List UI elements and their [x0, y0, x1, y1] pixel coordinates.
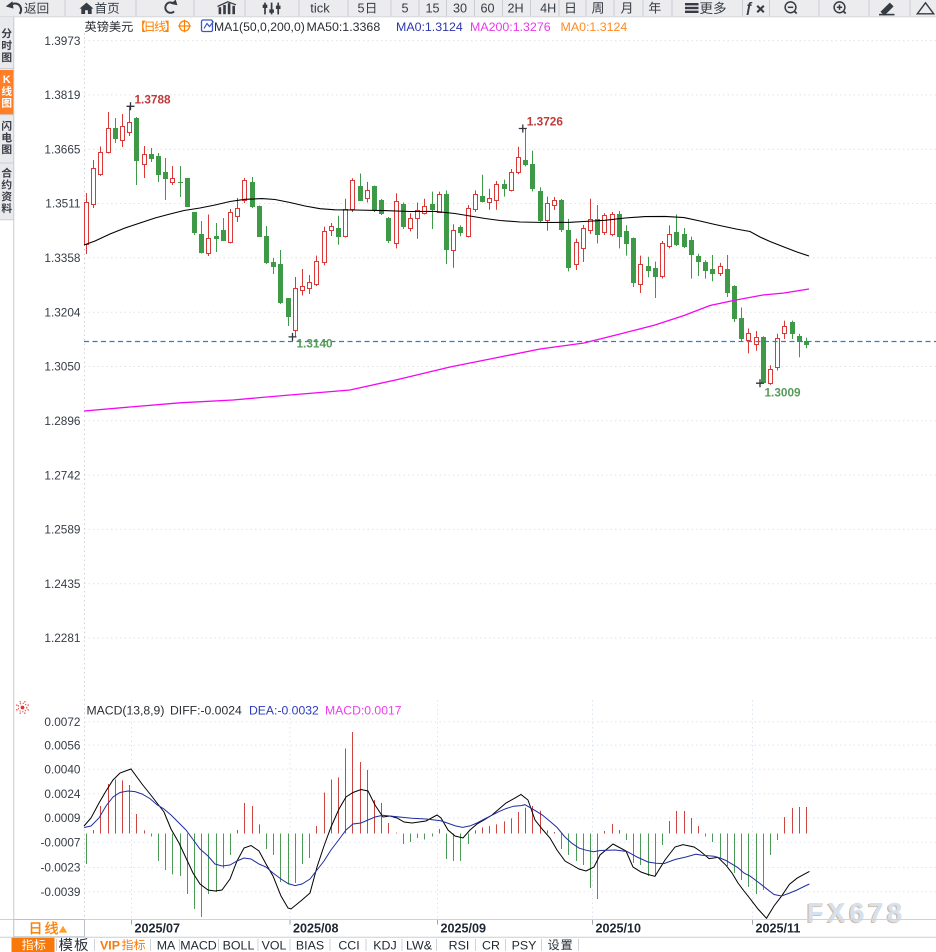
svg-text:2025/10: 2025/10 [596, 922, 642, 936]
svg-text:VOL: VOL [262, 938, 287, 952]
svg-text:-0.0039: -0.0039 [40, 885, 80, 899]
svg-text:1.2742: 1.2742 [44, 468, 80, 482]
svg-text:4H: 4H [540, 2, 556, 16]
svg-text:CCI: CCI [338, 938, 359, 952]
svg-text:1.2435: 1.2435 [44, 577, 81, 591]
svg-text:1.3788: 1.3788 [135, 93, 172, 107]
svg-text:FX678: FX678 [806, 898, 905, 929]
svg-text:PSY: PSY [512, 938, 537, 952]
svg-text:1.2281: 1.2281 [44, 631, 80, 645]
svg-text:-0.0023: -0.0023 [40, 861, 80, 875]
svg-text:1.2896: 1.2896 [44, 414, 81, 428]
svg-text:ƒ: ƒ [745, 0, 753, 15]
svg-text:2025/07: 2025/07 [135, 922, 181, 936]
svg-text:30: 30 [453, 2, 467, 16]
svg-text:1.3665: 1.3665 [44, 142, 81, 156]
svg-text:1.3140: 1.3140 [297, 337, 334, 351]
svg-text:2025/09: 2025/09 [441, 922, 487, 936]
svg-text:RSI: RSI [449, 938, 470, 952]
svg-text:2025/11: 2025/11 [756, 922, 801, 936]
svg-text:BOLL: BOLL [223, 938, 255, 952]
svg-text:0.0040: 0.0040 [44, 763, 81, 777]
svg-text:BIAS: BIAS [296, 938, 324, 952]
svg-text:DIFF:-0.0024: DIFF:-0.0024 [170, 704, 242, 718]
svg-text:MACD:0.0017: MACD:0.0017 [325, 704, 402, 718]
svg-text:MA0:1.3124: MA0:1.3124 [396, 20, 463, 34]
svg-text:1.2589: 1.2589 [44, 523, 80, 537]
svg-text:0.0024: 0.0024 [44, 787, 81, 801]
svg-text:0.0056: 0.0056 [44, 738, 81, 752]
svg-text:MACD: MACD [180, 938, 217, 952]
svg-text:2025/08: 2025/08 [293, 922, 339, 936]
svg-text:1.3050: 1.3050 [44, 360, 81, 374]
svg-text:5: 5 [401, 2, 408, 16]
svg-text:0.0009: 0.0009 [44, 811, 80, 825]
svg-text:5: 5 [358, 2, 365, 16]
svg-text:FX678: FX678 [807, 897, 906, 928]
svg-text:MA: MA [157, 938, 176, 952]
svg-text:MACD(13,8,9): MACD(13,8,9) [87, 704, 165, 718]
svg-text:LW&: LW& [406, 938, 433, 952]
svg-text:-0.0007: -0.0007 [40, 835, 80, 849]
svg-text:MA1(50,0,200,0): MA1(50,0,200,0) [214, 20, 305, 34]
svg-text:0.0072: 0.0072 [44, 715, 80, 729]
svg-text:1.3726: 1.3726 [527, 115, 564, 129]
svg-text:1.3819: 1.3819 [44, 88, 80, 102]
svg-text:CR: CR [482, 938, 500, 952]
svg-text:1.3973: 1.3973 [44, 34, 81, 48]
svg-text:MA50:1.3368: MA50:1.3368 [307, 20, 381, 34]
svg-text:DEA:-0.0032: DEA:-0.0032 [249, 704, 319, 718]
svg-text:KDJ: KDJ [373, 938, 396, 952]
svg-text:15: 15 [425, 2, 439, 16]
svg-text:K: K [3, 74, 11, 86]
svg-text:1.3358: 1.3358 [44, 251, 81, 265]
svg-text:2H: 2H [507, 2, 523, 16]
svg-text:MA200:1.3276: MA200:1.3276 [470, 20, 551, 34]
svg-text:60: 60 [480, 2, 494, 16]
svg-text:1.3204: 1.3204 [44, 305, 81, 319]
svg-text:VIP: VIP [100, 938, 120, 952]
svg-text:MA0:1.3124: MA0:1.3124 [561, 20, 628, 34]
svg-text:1.3511: 1.3511 [45, 197, 80, 211]
svg-text:1.3009: 1.3009 [765, 386, 802, 400]
svg-text:tick: tick [310, 1, 330, 16]
